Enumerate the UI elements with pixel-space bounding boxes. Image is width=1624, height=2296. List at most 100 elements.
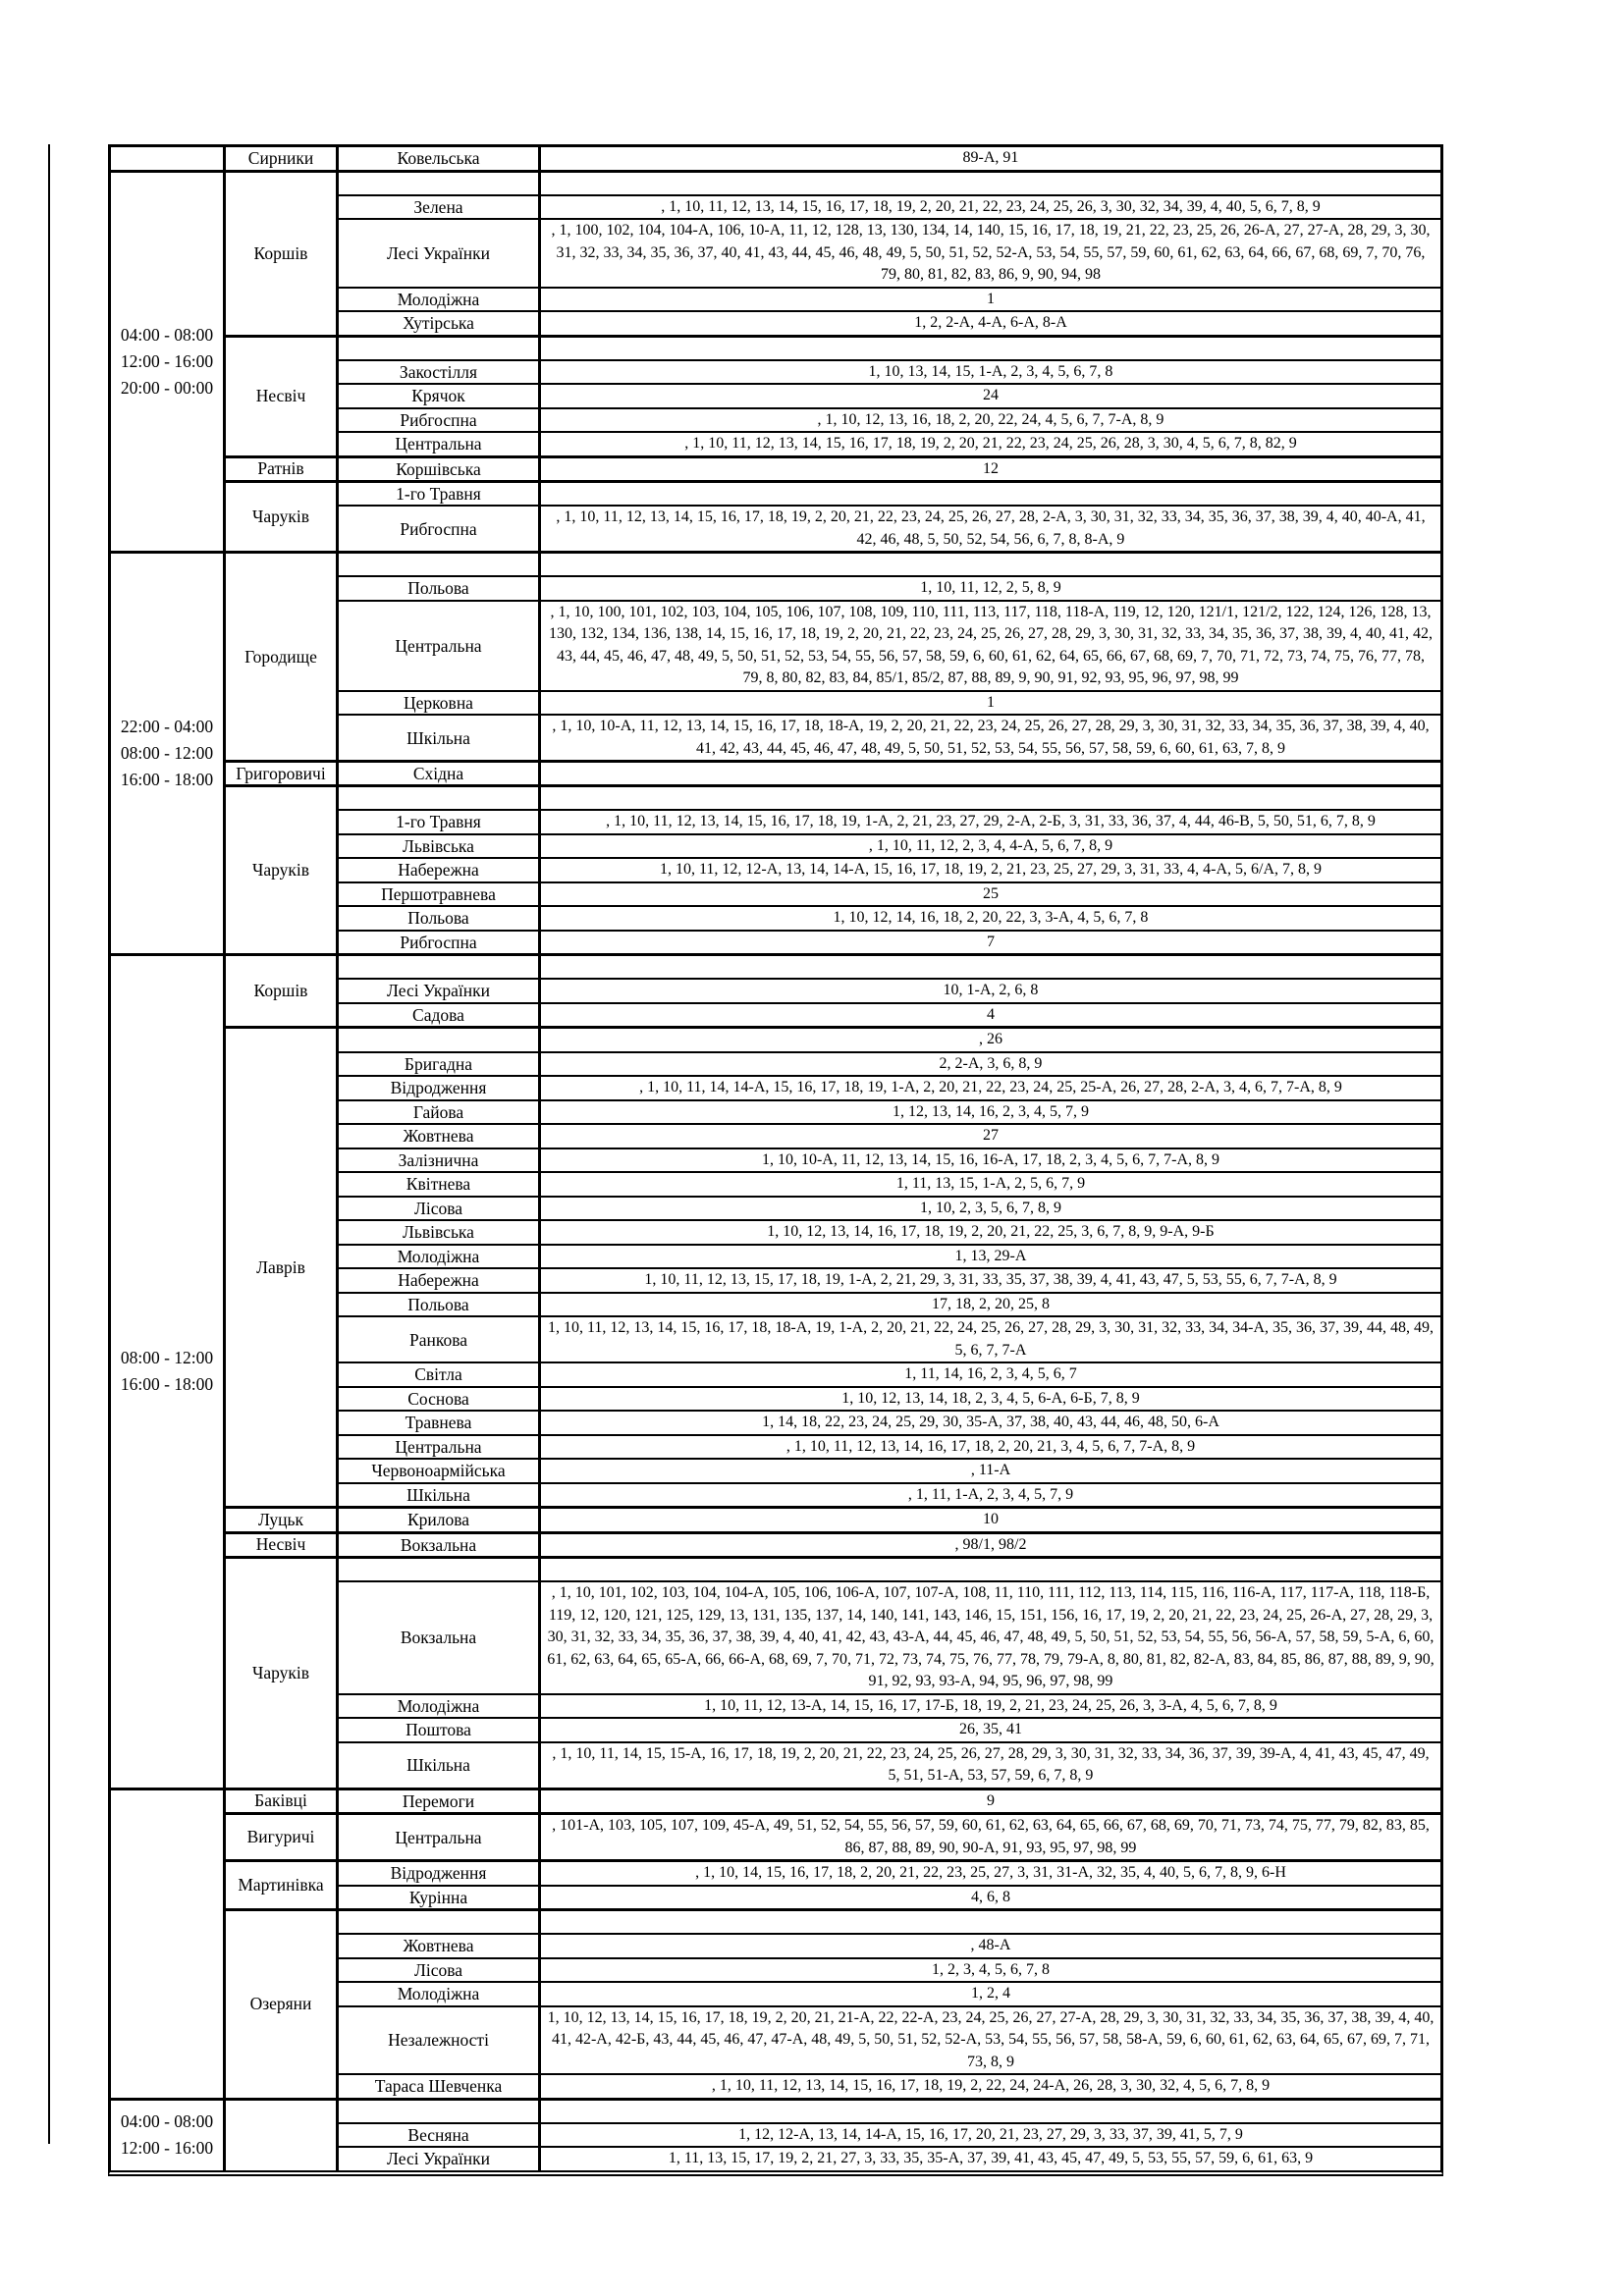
- house-numbers-cell: , 1, 11, 1-А, 2, 3, 4, 5, 7, 9: [907, 1485, 1074, 1503]
- street-cell: [339, 787, 541, 809]
- street-row: [339, 956, 1440, 980]
- street-cell: Ковельська: [339, 147, 541, 170]
- house-numbers-cell: 1, 2, 2-А, 4-А, 6-А, 8-А: [914, 314, 1067, 331]
- house-numbers-cell: , 1, 10, 11, 14, 15, 15-А, 16, 17, 18, 1…: [552, 1744, 1430, 1785]
- house-numbers-cell: 24: [983, 387, 999, 403]
- house-numbers-cell: 1, 13, 29-А: [954, 1247, 1027, 1264]
- settlement-cell: Чаруків: [226, 1559, 339, 1788]
- left-rule-line: [48, 144, 50, 2144]
- street-row: Вокзальна, 1, 10, 101, 102, 103, 104, 10…: [339, 1582, 1440, 1695]
- street-cell: Вокзальна: [339, 1533, 541, 1556]
- street-cell: Центральна: [339, 601, 541, 690]
- street-cell: Жовтнева: [339, 1935, 541, 1957]
- street-cell: Гайова: [339, 1100, 541, 1123]
- house-numbers-cell: , 1, 10, 11, 14, 14-А, 15, 16, 17, 18, 1…: [639, 1079, 1342, 1095]
- street-cell: Крячок: [339, 385, 541, 407]
- section-row: 22:00 - 04:00 08:00 - 12:00 16:00 - 18:00 Г…: [111, 554, 1440, 956]
- street-row: Ранкова 1, 10, 11, 12, 13, 14, 15, 16, 17…: [339, 1317, 1440, 1363]
- street-row: Набережна 1, 10, 11, 12, 12-А, 13, 14, 14…: [339, 859, 1440, 883]
- house-numbers-cell: 1, 10, 10-А, 11, 12, 13, 14, 15, 16, 16-…: [761, 1150, 1220, 1168]
- house-numbers-cell: [541, 483, 1440, 505]
- house-numbers-cell: 4, 6, 8: [971, 1888, 1010, 1905]
- street-cell: Соснова: [339, 1387, 541, 1410]
- street-cell: Бригадна: [339, 1052, 541, 1075]
- street-row: Польова 17, 18, 2, 20, 25, 8: [339, 1293, 1440, 1317]
- street-cell: Польова: [339, 1293, 541, 1315]
- street-row: Тараса Шевченка , 1, 10, 11, 12, 13, 14, …: [339, 2075, 1440, 2098]
- house-numbers-cell: , 98/1, 98/2: [954, 1535, 1027, 1553]
- street-cell: Хутірська: [339, 312, 541, 335]
- street-row: Лесі Українки 1, 11, 13, 15, 17, 19, 2, 2…: [339, 2148, 1440, 2170]
- street-row: Центральна , 101-А, 103, 105, 107, 109, 4…: [339, 1815, 1440, 1859]
- time-slot-line: 20:00 - 00:00: [120, 377, 214, 398]
- street-row: Молодіжна 1: [339, 288, 1440, 312]
- house-numbers-cell: 1, 10, 12, 13, 14, 16, 17, 18, 19, 2, 20…: [767, 1223, 1215, 1240]
- section-row: 04:00 - 08:00 12:00 - 16:00 20:00 - 00:00 К…: [111, 172, 1440, 554]
- settlement-group: Коршів Лесі Українки 10, 1-А, 2, 6, 8 Садов…: [226, 956, 1440, 1029]
- house-numbers-cell: 7: [987, 933, 995, 950]
- house-numbers-cell: [541, 338, 1440, 359]
- street-cell: Молодіжна: [339, 1245, 541, 1267]
- house-numbers-cell: 1, 12, 13, 14, 16, 2, 3, 4, 5, 7, 9: [893, 1102, 1089, 1120]
- house-numbers-cell: , 1, 10, 14, 15, 16, 17, 18, 2, 20, 21, …: [695, 1864, 1286, 1881]
- street-cell: Польова: [339, 907, 541, 930]
- street-row: Гайова 1, 12, 13, 14, 16, 2, 3, 4, 5, 7, …: [339, 1100, 1440, 1125]
- street-row: Польова 1, 10, 12, 14, 16, 18, 2, 20, 22,…: [339, 907, 1440, 932]
- house-numbers-cell: , 1, 10, 11, 12, 13, 14, 15, 16, 17, 18,…: [661, 197, 1321, 215]
- street-row: [339, 172, 1440, 196]
- house-numbers-cell: 1, 10, 11, 12, 13, 14, 15, 16, 17, 18, 1…: [547, 1319, 1435, 1359]
- house-numbers-cell: [541, 2101, 1440, 2122]
- time-slot-cell: 04:00 - 08:00 12:00 - 16:00 20:00 - 00:00: [111, 172, 226, 551]
- time-slot-line: 12:00 - 16:00: [120, 350, 214, 371]
- street-cell: Польова: [339, 577, 541, 600]
- street-cell: [339, 956, 541, 978]
- street-row: Лесі Українки 10, 1-А, 2, 6, 8: [339, 980, 1440, 1004]
- street-cell: Жовтнева: [339, 1125, 541, 1148]
- time-slot-line: 16:00 - 18:00: [120, 1374, 214, 1395]
- street-row: Набережна 1, 10, 11, 12, 13, 15, 17, 18, …: [339, 1269, 1440, 1294]
- street-cell: Центральна: [339, 1435, 541, 1458]
- street-row: Центральна , 1, 10, 11, 12, 13, 14, 16, 1…: [339, 1435, 1440, 1460]
- street-cell: [339, 1559, 541, 1580]
- street-row: Шкільна , 1, 10, 10-А, 11, 12, 13, 14, 15…: [339, 716, 1440, 760]
- time-slot-line: 08:00 - 12:00: [120, 743, 214, 763]
- house-numbers-cell: 1, 2, 4: [971, 1985, 1010, 2002]
- section-row: Баківці Перемоги 9 Вигуричі Центральна , 101-…: [111, 1789, 1440, 2101]
- street-row: Бригадна 2, 2-А, 3, 6, 8, 9: [339, 1052, 1440, 1077]
- street-row: Перемоги 9: [339, 1789, 1440, 1812]
- settlement-group: Ратнів Коршівська 12: [226, 457, 1440, 483]
- street-row: Шкільна , 1, 10, 11, 14, 15, 15-А, 16, 17…: [339, 1742, 1440, 1788]
- house-numbers-cell: 1, 11, 13, 15, 1-А, 2, 5, 6, 7, 9: [895, 1175, 1086, 1192]
- settlement-group: Мартинівка Відродження , 1, 10, 14, 15, 16…: [226, 1862, 1440, 1911]
- house-numbers-cell: 1, 12, 12-А, 13, 14, 14-А, 15, 16, 17, 2…: [738, 2125, 1243, 2143]
- settlement-cell: Городище: [226, 554, 339, 760]
- street-row: Курінна 4, 6, 8: [339, 1886, 1440, 1908]
- house-numbers-cell: 1, 11, 14, 16, 2, 3, 4, 5, 6, 7: [904, 1365, 1077, 1382]
- street-cell: Рибгоспна: [339, 507, 541, 551]
- house-numbers-cell: 1: [987, 290, 995, 307]
- street-row: 1-го Травня: [339, 483, 1440, 507]
- settlement-cell: Луцьк: [226, 1509, 339, 1531]
- house-numbers-cell: 10, 1-А, 2, 6, 8: [943, 982, 1039, 998]
- street-row: Центральна, 1, 10, 100, 101, 102, 103, 1…: [339, 601, 1440, 692]
- house-numbers-cell: , 48-А: [970, 1937, 1011, 1953]
- house-numbers-cell: , 1, 10, 101, 102, 103, 104, 104-А, 105,…: [547, 1584, 1435, 1689]
- street-cell: Львівська: [339, 1221, 541, 1244]
- house-numbers-cell: 1, 10, 2, 3, 5, 6, 7, 8, 9: [920, 1199, 1061, 1216]
- settlement-cell: Григоровичі: [226, 763, 339, 784]
- street-row: [339, 2100, 1440, 2124]
- street-row: Залізнична 1, 10, 10-А, 11, 12, 13, 14, 1…: [339, 1148, 1440, 1173]
- settlement-group: Баківці Перемоги 9: [226, 1789, 1440, 1815]
- street-cell: Набережна: [339, 859, 541, 881]
- street-row: Лісова 1, 10, 2, 3, 5, 6, 7, 8, 9: [339, 1197, 1440, 1221]
- street-cell: Східна: [339, 763, 541, 784]
- street-cell: Садова: [339, 1003, 541, 1026]
- street-cell: Відродження: [339, 1077, 541, 1099]
- street-row: Лесі Українки, 1, 100, 102, 104, 104-А, …: [339, 220, 1440, 289]
- settlement-group: Городище Польова 1, 10, 11, 12, 2, 5, 8, 9…: [226, 554, 1440, 763]
- house-numbers-cell: [541, 1911, 1440, 1933]
- time-slot-cell: 22:00 - 04:00 08:00 - 12:00 16:00 - 18:00: [111, 554, 226, 953]
- street-row: Молодіжна 1, 10, 11, 12, 13-А, 14, 15, 16…: [339, 1694, 1440, 1719]
- street-cell: Шкільна: [339, 1742, 541, 1788]
- street-cell: Набережна: [339, 1269, 541, 1292]
